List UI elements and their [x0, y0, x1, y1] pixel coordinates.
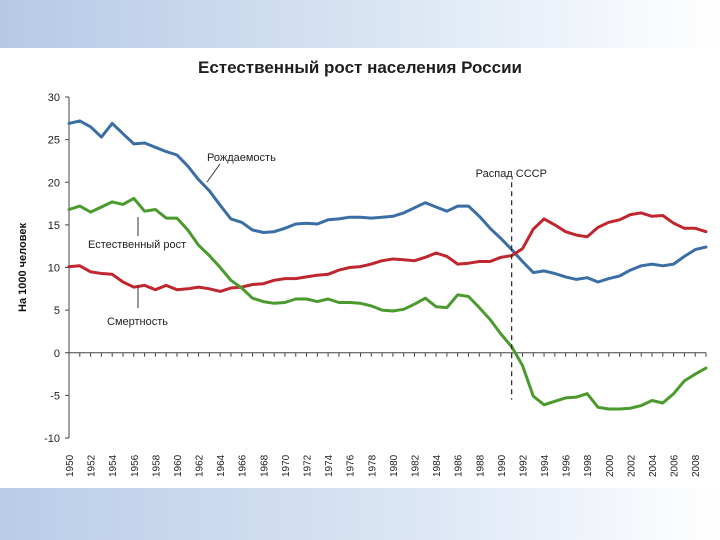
series-line-natural	[67, 196, 708, 411]
x-tick-label: 1980	[389, 454, 400, 477]
x-tick-label: 2000	[605, 454, 616, 477]
x-tick-label: 1978	[367, 454, 378, 477]
x-tick-label: 2008	[691, 454, 702, 477]
y-tick-label: 20	[48, 177, 60, 189]
y-tick-label: 25	[48, 135, 60, 147]
x-tick-label: 1988	[475, 454, 486, 477]
death-label: Смертность	[107, 316, 168, 328]
bottom-decor-band	[0, 488, 720, 540]
x-tick-label: 1966	[238, 454, 249, 477]
x-tick-label: 1992	[518, 454, 529, 477]
x-tick-label: 1982	[410, 454, 421, 477]
x-tick-label: 1954	[108, 454, 119, 477]
series-line-birth	[67, 119, 708, 284]
y-tick-label: -5	[50, 390, 60, 402]
y-tick-label: 0	[54, 348, 60, 360]
y-tick-label: 5	[54, 305, 60, 317]
natural-label: Естественный рост	[88, 239, 186, 251]
birth-label-leader	[206, 163, 221, 183]
birth-label: Рождаемость	[207, 152, 276, 164]
x-tick-label: 1968	[259, 454, 270, 477]
x-tick-label: 1958	[151, 454, 162, 477]
x-tick-label: 2004	[648, 454, 659, 477]
x-tick-label: 1964	[216, 454, 227, 477]
x-tick-label: 1950	[65, 454, 76, 477]
x-tick-label: 1952	[87, 454, 98, 477]
x-tick-label: 1998	[583, 454, 594, 477]
y-axis-title: На 1000 человек	[17, 223, 29, 312]
x-tick-label: 1990	[497, 454, 508, 477]
x-tick-label: 1972	[303, 454, 314, 477]
x-tick-label: 1974	[324, 454, 335, 477]
x-tick-label: 1962	[195, 454, 206, 477]
y-tick-label: -10	[44, 433, 60, 445]
x-tick-label: 1986	[454, 454, 465, 477]
ussr-collapse-label: Распад СССР	[476, 168, 547, 180]
chart-title: Естественный рост населения России	[198, 58, 522, 77]
top-decor-band	[0, 0, 720, 48]
x-tick-label: 1984	[432, 454, 443, 477]
y-tick-label: 15	[48, 220, 60, 232]
x-tick-label: 1960	[173, 454, 184, 477]
x-tick-label: 1996	[562, 454, 573, 477]
y-tick-label: 10	[48, 263, 60, 275]
x-tick-label: 1970	[281, 454, 292, 477]
x-tick-label: 1976	[346, 454, 357, 477]
y-tick-label: 30	[48, 92, 60, 104]
x-tick-label: 2002	[626, 454, 637, 477]
x-tick-label: 1956	[130, 454, 141, 477]
x-tick-label: 2006	[670, 454, 681, 477]
series-line-death	[67, 211, 708, 293]
x-tick-label: 1994	[540, 454, 551, 477]
